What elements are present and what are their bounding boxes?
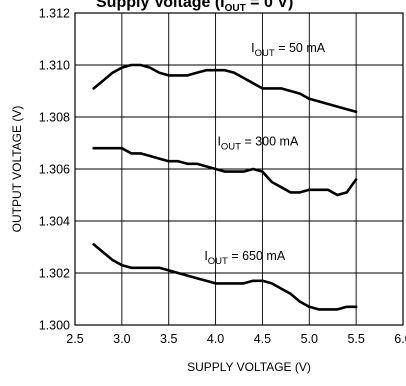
y-tick-label: 1.304 bbox=[39, 215, 70, 229]
x-tick-label: 3.5 bbox=[160, 332, 177, 346]
y-tick-label: 1.310 bbox=[39, 59, 70, 73]
y-tick-label: 1.300 bbox=[39, 319, 70, 333]
x-tick-label: 4.5 bbox=[254, 332, 271, 346]
x-tick-labels: 2.5 3.0 3.5 4.0 4.5 5.0 5.5 6.0 bbox=[66, 332, 406, 346]
y-tick-label: 1.302 bbox=[39, 267, 70, 281]
grid-lines bbox=[74, 12, 404, 326]
x-tick-label: 5.0 bbox=[301, 332, 318, 346]
y-tick-label: 1.306 bbox=[39, 163, 70, 177]
series-line-650-mA bbox=[92, 243, 358, 311]
x-tick-label: 4.0 bbox=[207, 332, 224, 346]
series-annotations: IOUT = 50 mA IOUT = 300 mA IOUT = 650 mA bbox=[204, 41, 325, 267]
y-tick-label: 1.312 bbox=[39, 7, 70, 21]
y-axis-label: OUTPUT VOLTAGE (V) bbox=[10, 106, 24, 233]
y-tick-labels: 1.300 1.302 1.304 1.306 1.308 1.310 1.312 bbox=[39, 7, 70, 333]
x-tick-label: 3.0 bbox=[113, 332, 130, 346]
plot-frame bbox=[74, 12, 404, 326]
chart-title: Supply Voltage (IOUT = 0 V) bbox=[96, 0, 294, 15]
x-tick-label: 5.5 bbox=[347, 332, 364, 346]
x-tick-label: 6.0 bbox=[394, 332, 406, 346]
series-group bbox=[92, 63, 358, 311]
x-axis-label: SUPPLY VOLTAGE (V) bbox=[187, 360, 311, 374]
series-line-300-mA bbox=[92, 146, 358, 197]
y-tick-label: 1.308 bbox=[39, 111, 70, 125]
series-label: IOUT = 300 mA bbox=[217, 135, 299, 153]
x-tick-label: 2.5 bbox=[66, 332, 83, 346]
series-label: IOUT = 50 mA bbox=[251, 41, 326, 59]
series-label: IOUT = 650 mA bbox=[204, 249, 286, 267]
series-line-50-mA bbox=[92, 63, 358, 114]
